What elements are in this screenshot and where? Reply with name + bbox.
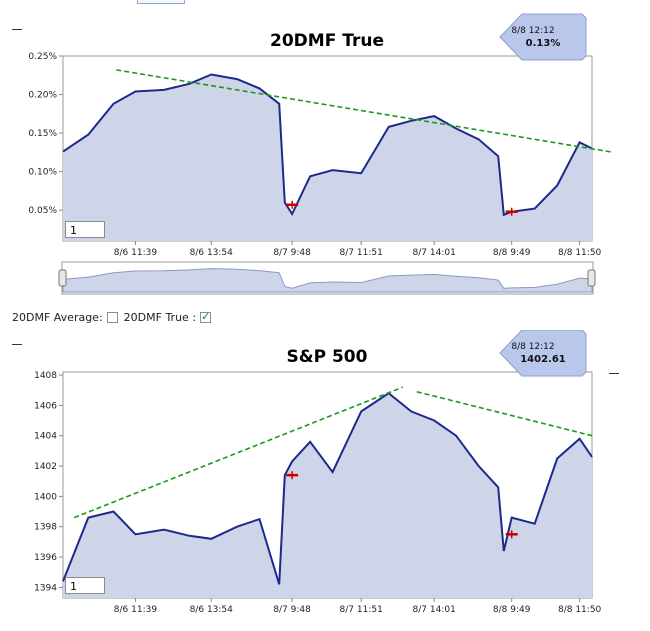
chart-sp500[interactable]: 1408 1406 1404 1402 1400 1398 1396 1394 8/6 11:3… xyxy=(0,330,650,631)
trendline xyxy=(73,386,404,519)
y-tick-label: 0.20% xyxy=(28,91,57,101)
chart-20dmf-true[interactable]: 0.25% 0.20% 0.15% 0.10% 0.05% 8/6 11:39 8/6 13… xyxy=(0,0,650,300)
y-tick-label: 1406 xyxy=(34,401,57,411)
trendline xyxy=(116,69,614,154)
y-tick-label: 1404 xyxy=(34,432,57,442)
series-toggle-row: 20DMF Average: 20DMF True : xyxy=(12,309,217,325)
trendline xyxy=(416,390,593,437)
y-tick-label: 1396 xyxy=(34,553,57,563)
x-tick-label: 8/8 9:49 xyxy=(493,248,531,258)
x-tick-label: 8/7 9:48 xyxy=(273,248,311,258)
chart-title: 20DMF True xyxy=(270,31,384,51)
x-tick-label: 8/6 11:39 xyxy=(114,248,158,258)
panel-collapse-marker[interactable] xyxy=(12,344,22,345)
readout-arrow-shape xyxy=(499,330,587,377)
readout-arrow-shape xyxy=(499,13,587,61)
x-tick-label: 8/7 11:51 xyxy=(340,605,383,615)
top-scroll-strip[interactable] xyxy=(137,0,185,4)
navigator-left-handle[interactable] xyxy=(58,269,67,287)
y-tick-label: 0.25% xyxy=(28,52,57,62)
event-marker xyxy=(505,207,518,216)
panel-collapse-marker[interactable] xyxy=(12,29,22,30)
toggle-true-label: 20DMF True : xyxy=(123,310,197,324)
range-navigator[interactable] xyxy=(58,261,596,295)
y-tick-label: 0.05% xyxy=(28,206,57,216)
x-tick-label: 8/7 14:01 xyxy=(413,605,456,615)
value-readout: 8/8 12:12 0.13% xyxy=(499,13,587,61)
series-line xyxy=(62,391,593,585)
y-tick-label: 1394 xyxy=(34,583,57,593)
readout-value: 0.13% xyxy=(526,38,561,49)
event-marker xyxy=(286,200,299,209)
event-marker xyxy=(505,530,518,539)
navigator-right-handle[interactable] xyxy=(587,269,596,287)
x-tick-label: 8/7 11:51 xyxy=(340,248,383,258)
x-tick-label: 8/8 11:50 xyxy=(558,248,602,258)
y-tick-label: 1400 xyxy=(34,492,57,502)
toggle-true-checkbox[interactable] xyxy=(200,310,212,323)
x-tick-label: 8/6 13:54 xyxy=(190,605,234,615)
zoom-level-input[interactable]: 1 xyxy=(65,221,105,238)
zoom-level-input[interactable]: 1 xyxy=(65,577,105,594)
series-area xyxy=(63,393,592,598)
y-tick-label: 1402 xyxy=(34,462,57,472)
y-tick-label: 0.15% xyxy=(28,129,57,139)
x-tick-label: 8/6 11:39 xyxy=(114,605,158,615)
readout-time: 8/8 12:12 xyxy=(511,26,554,36)
event-marker xyxy=(286,471,299,480)
x-tick-label: 8/8 11:50 xyxy=(558,605,602,615)
x-tick-label: 8/7 14:01 xyxy=(413,248,456,258)
x-tick-label: 8/6 13:54 xyxy=(190,248,234,258)
readout-time: 8/8 12:12 xyxy=(511,342,554,352)
value-readout: 8/8 12:12 1402.61 xyxy=(499,330,587,377)
toggle-average-checkbox[interactable] xyxy=(106,311,118,323)
series-area xyxy=(63,74,592,241)
y-tick-label: 0.10% xyxy=(28,168,57,178)
toggle-average-label: 20DMF Average: xyxy=(12,310,103,324)
panel-collapse-marker[interactable] xyxy=(609,373,619,374)
chart-title: S&P 500 xyxy=(287,347,368,367)
x-tick-label: 8/8 9:49 xyxy=(493,605,531,615)
y-tick-label: 1408 xyxy=(34,371,57,381)
x-tick-label: 8/7 9:48 xyxy=(273,605,311,615)
navigator-area xyxy=(62,268,593,293)
readout-value: 1402.61 xyxy=(520,354,566,365)
y-tick-label: 1398 xyxy=(34,523,57,533)
